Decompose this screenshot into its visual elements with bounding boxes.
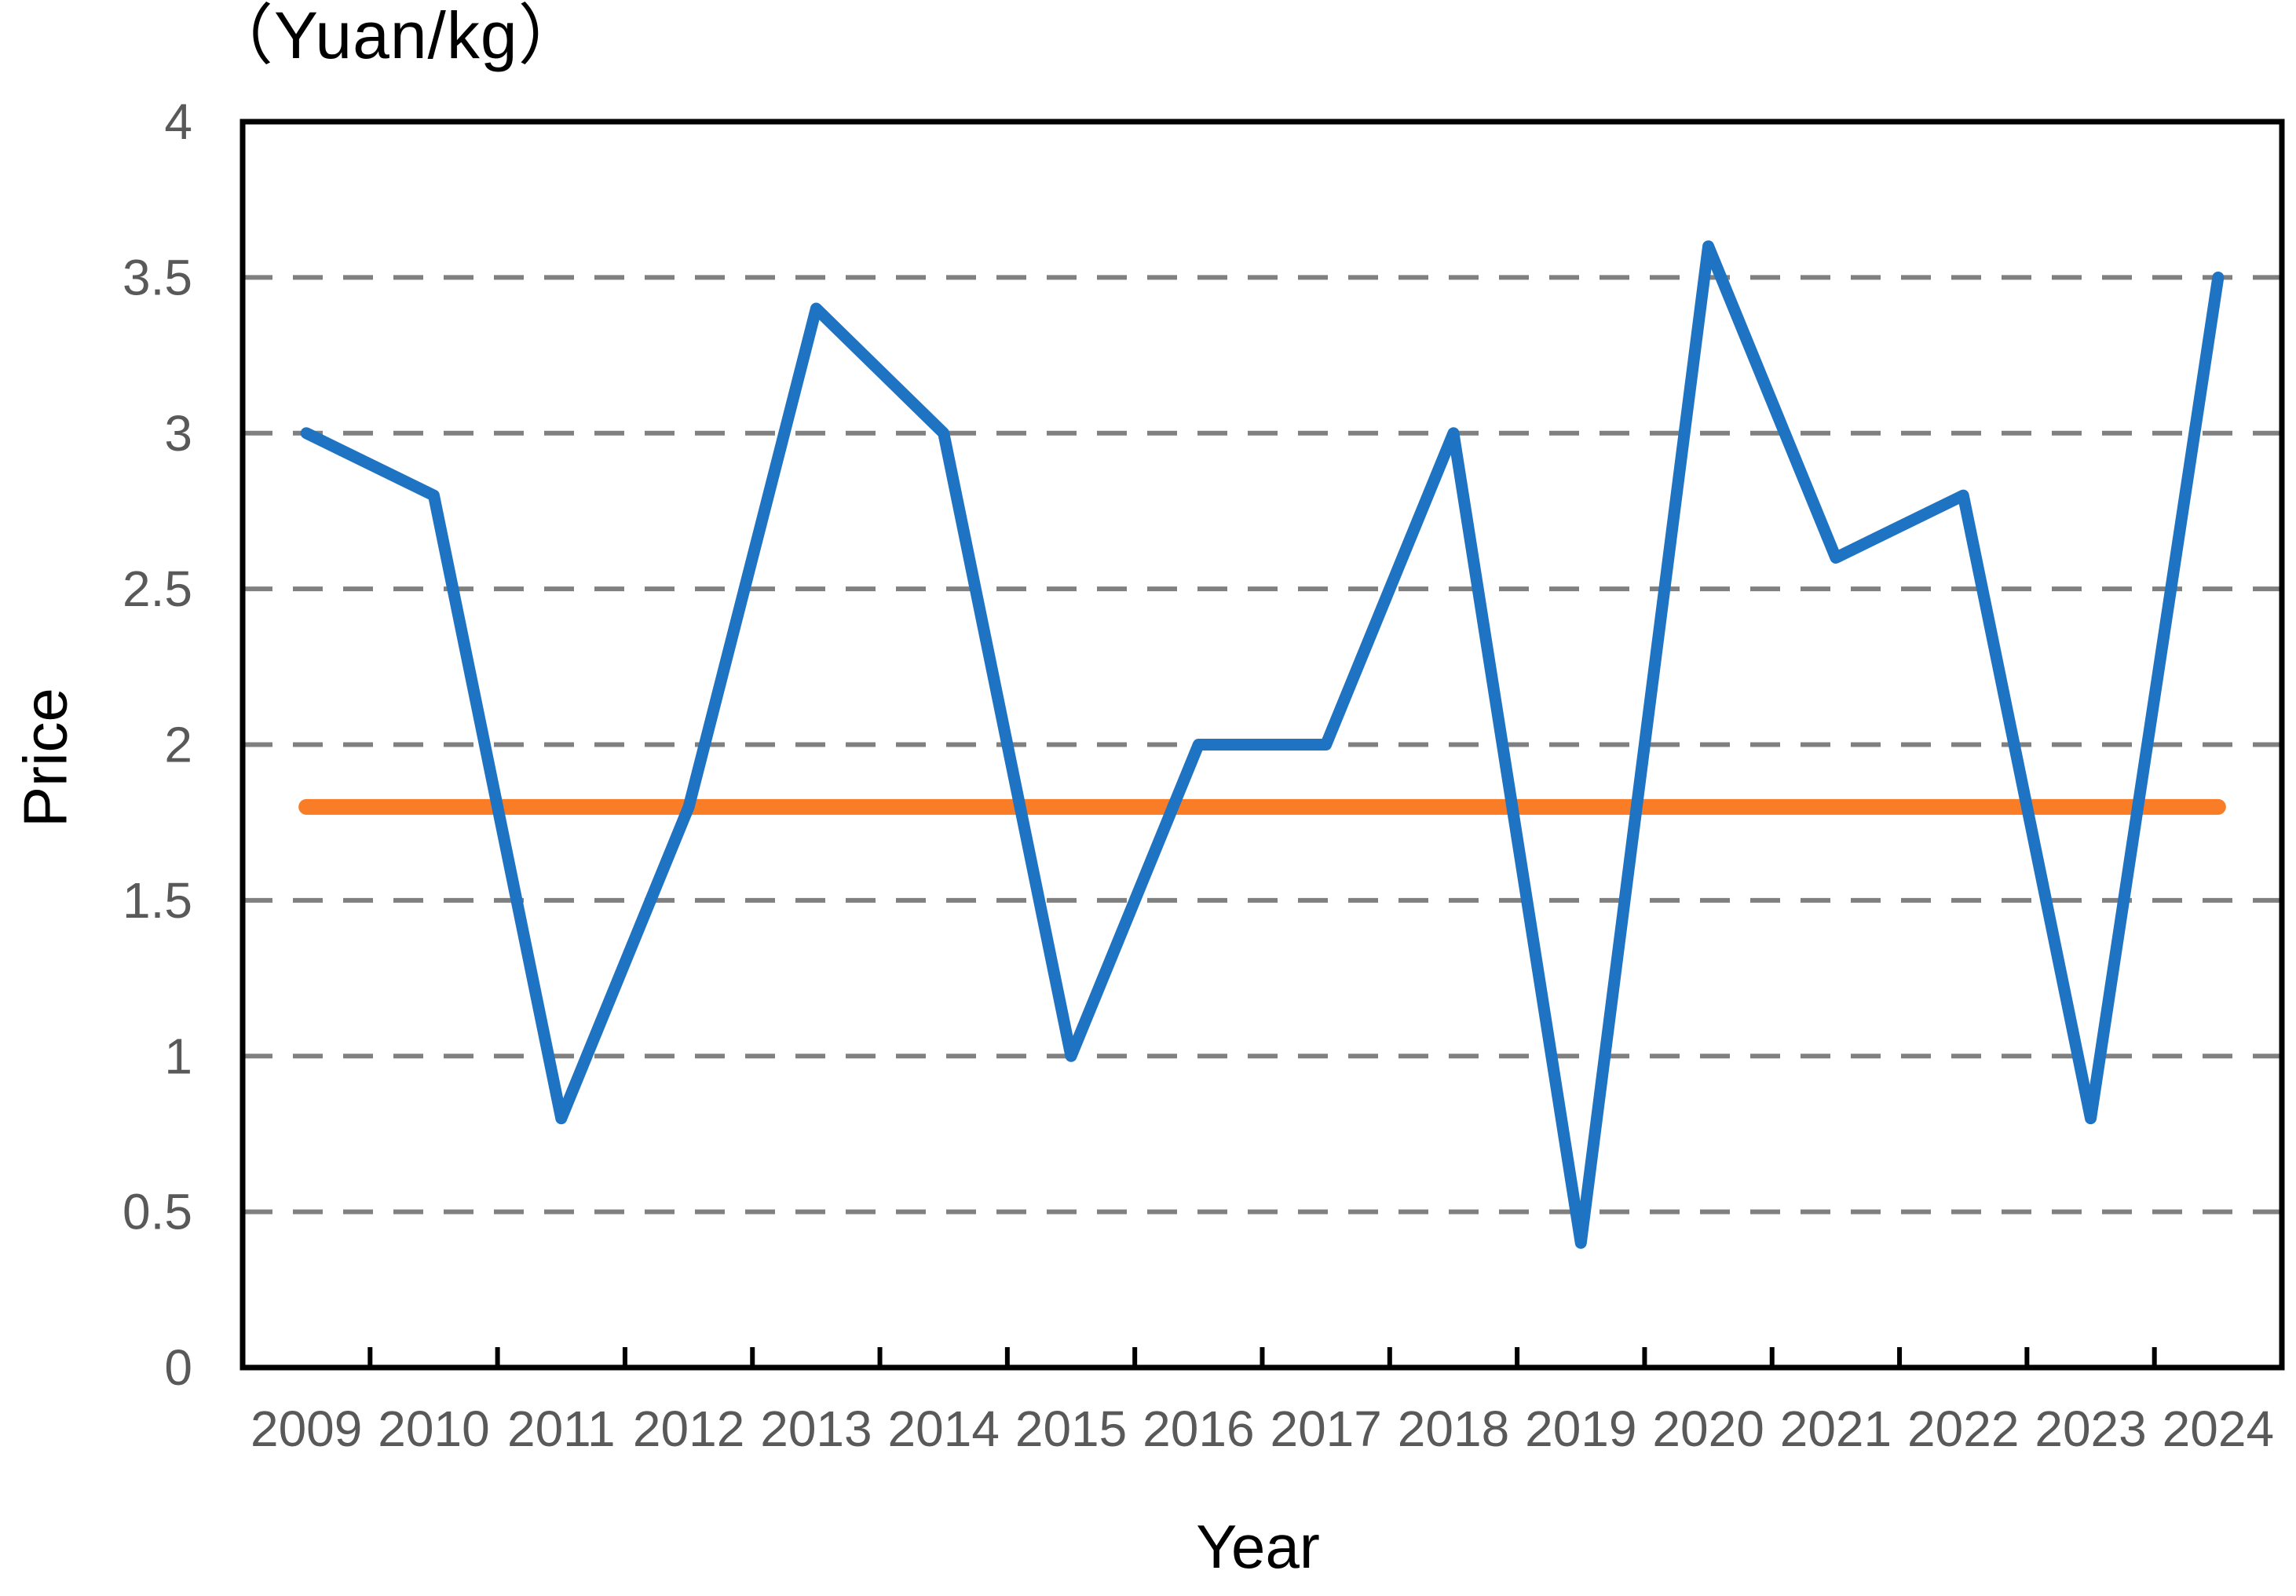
x-tick-label: 2010: [378, 1401, 489, 1457]
chart-title: （Yuan/kg）: [207, 0, 585, 72]
x-tick-label: 2023: [2035, 1401, 2146, 1457]
y-tick-label: 2: [164, 717, 192, 773]
x-tick-label: 2011: [507, 1401, 616, 1457]
x-tick-label: 2015: [1015, 1401, 1127, 1457]
x-tick-label: 2013: [760, 1401, 872, 1457]
x-tick-label: 2017: [1270, 1401, 1381, 1457]
x-tick-label: 2009: [250, 1401, 362, 1457]
x-tick-label: 2024: [2163, 1401, 2274, 1457]
blue-line: [300, 240, 2225, 1249]
x-tick-label: 2021: [1780, 1401, 1892, 1457]
y-tick-label: 4: [164, 93, 192, 150]
x-tick-label: 2012: [633, 1401, 744, 1457]
y-tick-label: 1: [164, 1028, 192, 1084]
y-tick-label: 2.5: [122, 561, 192, 617]
y-tick-label: 3: [164, 405, 192, 462]
x-tick-label: 2019: [1525, 1401, 1636, 1457]
x-tick-label: 2016: [1143, 1401, 1254, 1457]
y-tick-label: 0.5: [122, 1184, 192, 1240]
y-tick-label: 1.5: [122, 872, 192, 929]
x-tick-label: 2018: [1398, 1401, 1509, 1457]
x-tick-label: 2014: [888, 1401, 1000, 1457]
x-axis-title: Year: [1196, 1512, 1320, 1581]
y-tick-label: 0: [164, 1339, 192, 1396]
x-tick-label: 2022: [1907, 1401, 2019, 1457]
x-tick-label: 2020: [1652, 1401, 1764, 1457]
y-tick-label: 3.5: [122, 249, 192, 305]
